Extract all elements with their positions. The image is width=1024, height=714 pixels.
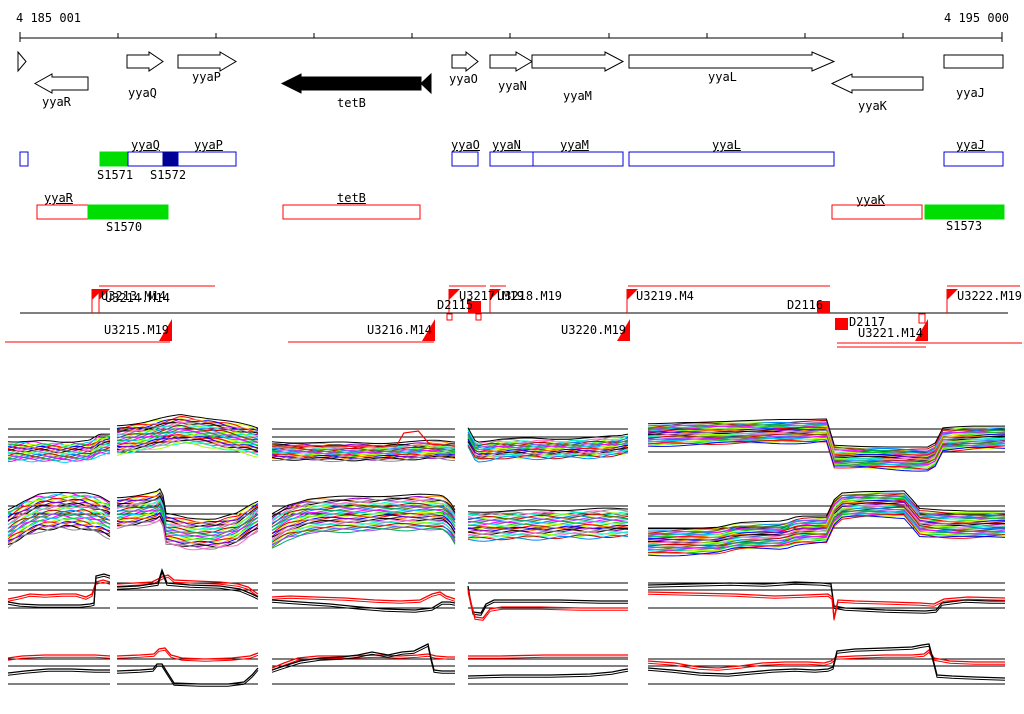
segment-tracks	[19, 151, 1005, 220]
segment-label-S1572: S1572	[150, 168, 187, 182]
gene-arrow-yyaQ[interactable]	[126, 51, 164, 72]
gene-arrow-yyaL[interactable]	[628, 51, 836, 72]
gene-link-yyaL[interactable]: yyaL	[712, 138, 741, 152]
segment-label-S1571: S1571	[97, 168, 134, 182]
gene-arrow-yyaP[interactable]	[177, 51, 237, 72]
probe-track	[5, 285, 1022, 348]
gene-arrow-yyaR[interactable]	[33, 73, 89, 94]
probe-label-U3218.M19[interactable]: U3218.M19	[497, 289, 563, 303]
gene-label-yyaQ: yyaQ	[128, 86, 157, 100]
ruler-start-label: 4 185 001	[16, 11, 82, 25]
gene-link-yyaR[interactable]: yyaR	[44, 191, 73, 205]
gene-link-yyaM[interactable]: yyaM	[560, 138, 589, 152]
gene-link-yyaN[interactable]: yyaN	[492, 138, 521, 152]
ruler-line	[19, 32, 1003, 42]
probe-label-D2116[interactable]: D2116	[787, 298, 824, 312]
gene-arrow-yyaK[interactable]	[830, 73, 924, 94]
segment-box[interactable]	[87, 204, 169, 220]
segment-box[interactable]	[99, 151, 129, 167]
segment-box[interactable]	[19, 151, 29, 167]
segment-box[interactable]	[177, 151, 237, 167]
segment-box[interactable]	[532, 151, 624, 167]
gene-label-yyaP: yyaP	[192, 70, 221, 84]
expression-bundle-row-2	[7, 488, 1006, 557]
expression-bundle-row-1	[7, 414, 1006, 472]
signal-tracks	[7, 414, 1006, 687]
segment-box[interactable]	[831, 204, 923, 220]
segment-box[interactable]	[451, 151, 479, 167]
segment-box[interactable]	[162, 151, 179, 167]
probe-label-U3222.M19[interactable]: U3222.M19	[957, 289, 1023, 303]
gene-label-yyaK: yyaK	[858, 99, 887, 113]
gene-track	[17, 50, 1004, 95]
gene-link-yyaK[interactable]: yyaK	[856, 193, 885, 207]
segment-box[interactable]	[36, 204, 89, 220]
segment-box[interactable]	[628, 151, 835, 167]
mean-signal-row-2	[7, 643, 1006, 687]
probe-label-U3220.M19[interactable]: U3220.M19	[561, 323, 627, 337]
segment-box[interactable]	[943, 151, 1004, 167]
probe-label-U3217.M19[interactable]: U3217.M19	[459, 289, 525, 303]
gene-label-yyaL: yyaL	[708, 70, 737, 84]
gene-label-yyaO: yyaO	[449, 72, 478, 86]
probe-label-U3214.M14[interactable]: U3214.M14	[105, 291, 171, 305]
gene-arrow-tetB[interactable]	[280, 73, 422, 94]
gene-label-yyaN: yyaN	[498, 79, 527, 93]
gene-arrow-yyaJ[interactable]	[943, 54, 1004, 69]
probe-label-U3216.M14[interactable]: U3216.M14	[367, 323, 433, 337]
probe-label-D2115[interactable]: D2115	[437, 298, 474, 312]
gene-link-yyaO[interactable]: yyaO	[451, 138, 480, 152]
probe-label-D2117[interactable]: D2117	[849, 315, 886, 329]
segment-label-S1570: S1570	[106, 220, 143, 234]
probe-label-U3219.M4[interactable]: U3219.M4	[636, 289, 694, 303]
segment-box[interactable]	[282, 204, 421, 220]
gene-link-tetB[interactable]: tetB	[337, 191, 366, 205]
probe-label-U3215.M19[interactable]: U3215.M19	[104, 323, 170, 337]
gene-arrow[interactable]	[420, 72, 432, 95]
mean-signal-row-1	[7, 568, 1006, 621]
gene-arrow[interactable]	[17, 50, 27, 73]
gene-label-yyaM: yyaM	[563, 89, 592, 103]
gene-label-yyaJ: yyaJ	[956, 86, 985, 100]
segment-box[interactable]	[127, 151, 164, 167]
gene-link-yyaP[interactable]: yyaP	[194, 138, 223, 152]
probe-label-U3221.M14[interactable]: U3221.M14	[858, 326, 924, 340]
gene-arrow-yyaN[interactable]	[489, 51, 533, 72]
gene-arrow-yyaM[interactable]	[531, 51, 625, 72]
gene-label-tetB: tetB	[337, 96, 366, 110]
ruler-end-label: 4 195 000	[944, 11, 1010, 25]
probe-label-U3213.M14[interactable]: U3213.M14	[101, 289, 167, 303]
gene-arrow-yyaO[interactable]	[451, 50, 479, 73]
gene-link-yyaQ[interactable]: yyaQ	[131, 138, 160, 152]
segment-box[interactable]	[924, 204, 1005, 220]
segment-label-S1573: S1573	[946, 219, 983, 233]
gene-label-yyaR: yyaR	[42, 95, 71, 109]
gene-link-yyaJ[interactable]: yyaJ	[956, 138, 985, 152]
segment-box[interactable]	[489, 151, 534, 167]
